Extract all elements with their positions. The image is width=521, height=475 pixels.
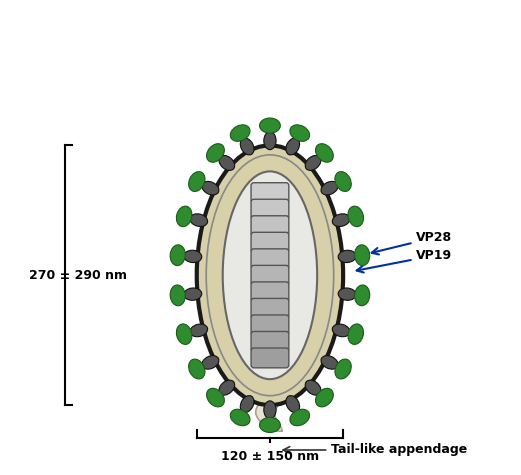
- Ellipse shape: [219, 155, 234, 171]
- Ellipse shape: [190, 214, 207, 227]
- Ellipse shape: [230, 409, 250, 426]
- Ellipse shape: [338, 288, 356, 300]
- Ellipse shape: [305, 155, 321, 171]
- Ellipse shape: [170, 245, 185, 266]
- Ellipse shape: [335, 359, 351, 379]
- FancyBboxPatch shape: [251, 216, 289, 236]
- FancyBboxPatch shape: [251, 298, 289, 318]
- FancyBboxPatch shape: [251, 315, 289, 335]
- Ellipse shape: [184, 288, 202, 300]
- Ellipse shape: [338, 250, 356, 263]
- Ellipse shape: [290, 409, 309, 426]
- Ellipse shape: [348, 324, 364, 344]
- Ellipse shape: [259, 118, 280, 133]
- Text: 270 ± 290 nm: 270 ± 290 nm: [29, 269, 127, 282]
- Ellipse shape: [177, 206, 192, 227]
- Ellipse shape: [321, 356, 338, 369]
- Ellipse shape: [222, 171, 317, 379]
- Ellipse shape: [316, 144, 333, 162]
- Text: VP28: VP28: [371, 231, 452, 255]
- Ellipse shape: [259, 418, 280, 433]
- Ellipse shape: [206, 144, 225, 162]
- Ellipse shape: [202, 181, 219, 195]
- Ellipse shape: [240, 396, 254, 412]
- FancyBboxPatch shape: [251, 266, 289, 285]
- Ellipse shape: [290, 125, 309, 142]
- Ellipse shape: [189, 171, 205, 191]
- Ellipse shape: [286, 138, 300, 155]
- Ellipse shape: [184, 250, 202, 263]
- Ellipse shape: [202, 356, 219, 369]
- Ellipse shape: [321, 181, 338, 195]
- Ellipse shape: [189, 359, 205, 379]
- Ellipse shape: [264, 401, 276, 419]
- Ellipse shape: [170, 285, 185, 306]
- FancyBboxPatch shape: [251, 183, 289, 202]
- Ellipse shape: [355, 285, 370, 306]
- Ellipse shape: [348, 206, 364, 227]
- FancyBboxPatch shape: [251, 282, 289, 302]
- Ellipse shape: [206, 389, 225, 407]
- Ellipse shape: [240, 138, 254, 155]
- Text: 120 ± 150 nm: 120 ± 150 nm: [221, 450, 319, 463]
- Ellipse shape: [305, 380, 321, 395]
- Ellipse shape: [230, 125, 250, 142]
- FancyBboxPatch shape: [251, 249, 289, 269]
- Ellipse shape: [286, 396, 300, 412]
- Ellipse shape: [316, 389, 333, 407]
- Ellipse shape: [332, 214, 350, 227]
- FancyBboxPatch shape: [251, 348, 289, 368]
- Ellipse shape: [335, 171, 351, 191]
- FancyBboxPatch shape: [251, 232, 289, 252]
- Ellipse shape: [332, 324, 350, 337]
- FancyBboxPatch shape: [251, 332, 289, 352]
- Ellipse shape: [197, 145, 343, 405]
- Ellipse shape: [219, 380, 234, 395]
- Ellipse shape: [177, 324, 192, 344]
- Polygon shape: [256, 403, 282, 431]
- Ellipse shape: [190, 324, 207, 337]
- Ellipse shape: [206, 155, 333, 396]
- FancyBboxPatch shape: [251, 199, 289, 219]
- Text: VP19: VP19: [357, 249, 452, 273]
- Ellipse shape: [264, 132, 276, 150]
- Text: Tail-like appendage: Tail-like appendage: [283, 444, 467, 456]
- Ellipse shape: [355, 245, 370, 266]
